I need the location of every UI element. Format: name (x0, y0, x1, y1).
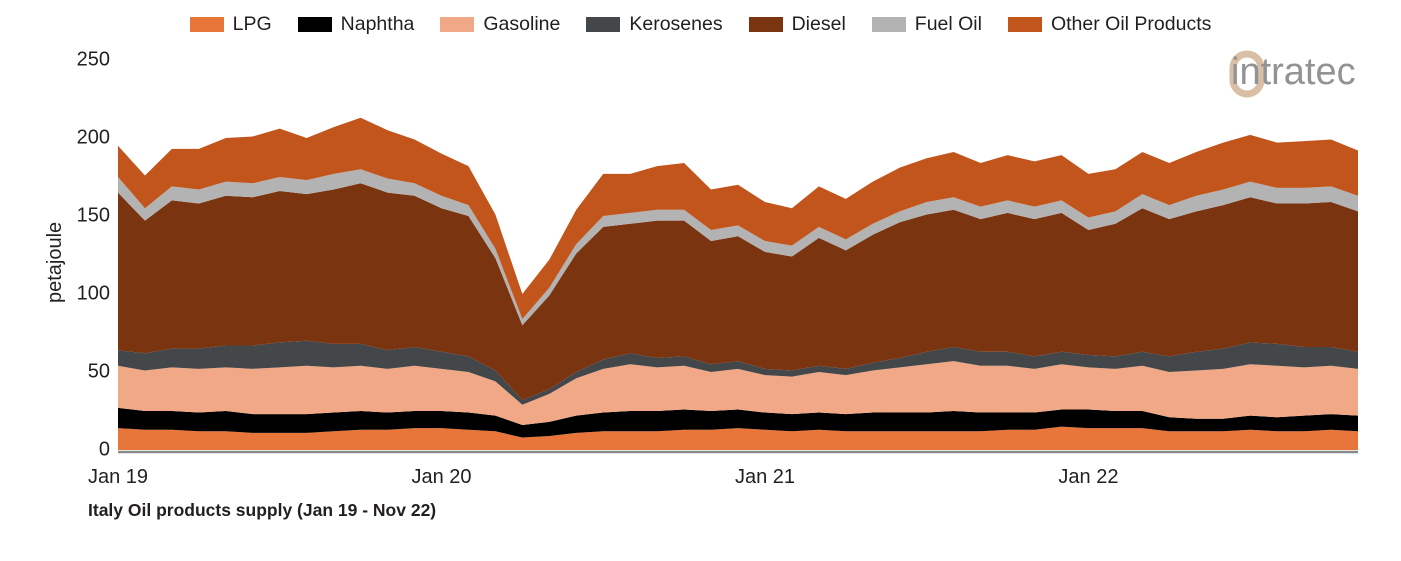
area-series-gasoline (118, 361, 1358, 426)
legend-item[interactable]: Kerosenes (586, 10, 723, 38)
y-tick-label: 200 (76, 126, 110, 149)
legend-label: Gasoline (483, 13, 561, 35)
intratec-logo: intratec (1229, 50, 1356, 98)
chart-caption: Italy Oil products supply (Jan 19 - Nov … (88, 500, 437, 520)
legend-item[interactable]: Diesel (748, 10, 846, 38)
legend-label: Diesel (791, 13, 846, 35)
legend-label: LPG (232, 13, 272, 35)
legend-swatch-icon (440, 16, 475, 32)
legend-swatch-icon (871, 16, 906, 32)
y-tick-label: 150 (76, 204, 110, 227)
area-series-other-oil-products (118, 117, 1358, 319)
legend-item[interactable]: Fuel Oil (871, 10, 982, 38)
legend-item[interactable]: Other Oil Products (1007, 10, 1212, 38)
logo-text: intratec (1231, 51, 1356, 93)
chart-legend: LPG Naphtha Gasoline Kerosenes Diesel Fuel Oi… (0, 10, 1401, 38)
area-series-lpg (118, 426, 1358, 450)
y-axis-ticks: 0 50 100 150 200 250 (42, 0, 110, 561)
legend-swatch-icon (1007, 16, 1042, 32)
x-tick-label: Jan 19 (88, 466, 149, 488)
area-series-naphtha (118, 407, 1358, 438)
legend-swatch-icon (297, 16, 332, 32)
area-series-diesel (118, 183, 1358, 401)
y-tick-label: 250 (76, 48, 110, 71)
legend-item[interactable]: LPG (189, 10, 272, 38)
legend-swatch-icon (189, 16, 224, 32)
area-series-kerosenes (118, 340, 1358, 405)
legend-label: Naphtha (340, 13, 415, 35)
legend-item[interactable]: Naphtha (297, 10, 415, 38)
legend-label: Other Oil Products (1050, 13, 1212, 35)
x-tick-label: Jan 20 (411, 466, 472, 488)
y-tick-label: 0 (98, 438, 110, 461)
legend-label: Kerosenes (629, 13, 723, 35)
legend-swatch-icon (748, 16, 783, 32)
y-tick-label: 50 (87, 360, 110, 383)
legend-label: Fuel Oil (914, 13, 982, 35)
legend-swatch-icon (586, 16, 621, 32)
area-series-fuel-oil (118, 169, 1358, 326)
legend-item[interactable]: Gasoline (440, 10, 560, 38)
x-tick-label: Jan 22 (1058, 466, 1119, 488)
y-tick-label: 100 (76, 282, 110, 305)
x-tick-label: Jan 21 (734, 466, 796, 488)
